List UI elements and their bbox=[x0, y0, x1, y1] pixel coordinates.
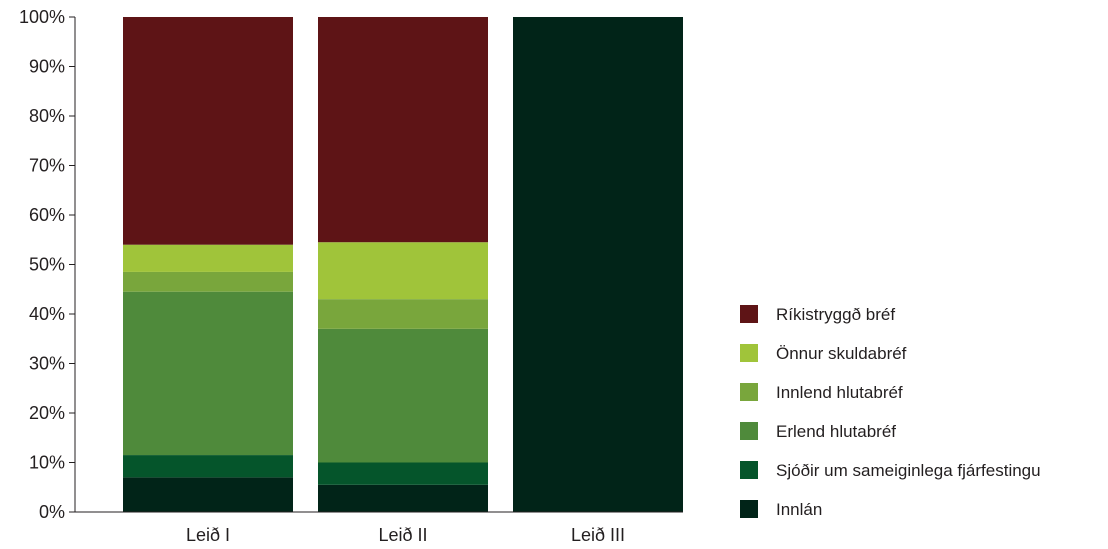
bars bbox=[123, 17, 683, 512]
bar-segment bbox=[123, 271, 293, 292]
bar-segment bbox=[123, 455, 293, 478]
legend-label: Erlend hlutabréf bbox=[776, 422, 896, 441]
bar-segment bbox=[123, 477, 293, 512]
legend-label: Önnur skuldabréf bbox=[776, 344, 907, 363]
bar-segment bbox=[318, 17, 488, 243]
y-axis: 0% 10% 20% 30% 40% 50% 60% 70% 80% 90% 100% bbox=[19, 7, 76, 522]
bar-segment bbox=[123, 291, 293, 456]
legend-item: Erlend hlutabréf bbox=[740, 422, 896, 441]
legend-swatch bbox=[740, 344, 758, 362]
bar-segment bbox=[318, 328, 488, 463]
x-tick-label: Leið I bbox=[186, 525, 230, 545]
legend-swatch bbox=[740, 422, 758, 440]
y-tick-label: 100% bbox=[19, 7, 65, 27]
legend-item: Innlend hlutabréf bbox=[740, 383, 903, 402]
legend-label: Ríkistryggð bréf bbox=[776, 305, 895, 324]
y-tick-label: 0% bbox=[39, 502, 65, 522]
bar-segment bbox=[513, 17, 683, 512]
y-tick-label: 90% bbox=[29, 57, 65, 77]
y-tick-label: 20% bbox=[29, 403, 65, 423]
bar-segment bbox=[123, 244, 293, 272]
y-tick-label: 40% bbox=[29, 304, 65, 324]
legend-swatch bbox=[740, 305, 758, 323]
bar-segment bbox=[123, 17, 293, 245]
legend-label: Innlán bbox=[776, 500, 822, 519]
legend-label: Innlend hlutabréf bbox=[776, 383, 903, 402]
y-tick-label: 30% bbox=[29, 354, 65, 374]
y-tick-label: 80% bbox=[29, 106, 65, 126]
x-tick-label: Leið III bbox=[571, 525, 625, 545]
legend-label: Sjóðir um sameiginlega fjárfestingu bbox=[776, 461, 1041, 480]
legend-swatch bbox=[740, 461, 758, 479]
bar-segment bbox=[318, 484, 488, 512]
x-tick-label: Leið II bbox=[378, 525, 427, 545]
y-tick-label: 60% bbox=[29, 205, 65, 225]
legend-swatch bbox=[740, 383, 758, 401]
y-tick-label: 50% bbox=[29, 255, 65, 275]
legend-swatch bbox=[740, 500, 758, 518]
bar-segment bbox=[318, 462, 488, 485]
legend-item: Önnur skuldabréf bbox=[740, 344, 907, 363]
legend-item: Sjóðir um sameiginlega fjárfestingu bbox=[740, 461, 1041, 480]
legend: Ríkistryggð bréf Önnur skuldabréf Innlend … bbox=[740, 305, 1041, 519]
legend-item: Innlán bbox=[740, 500, 822, 519]
y-tick-label: 10% bbox=[29, 453, 65, 473]
legend-item: Ríkistryggð bréf bbox=[740, 305, 895, 324]
bar-segment bbox=[318, 299, 488, 329]
bar-segment bbox=[318, 242, 488, 300]
y-tick-label: 70% bbox=[29, 156, 65, 176]
x-axis: Leið I Leið II Leið III bbox=[75, 511, 683, 545]
